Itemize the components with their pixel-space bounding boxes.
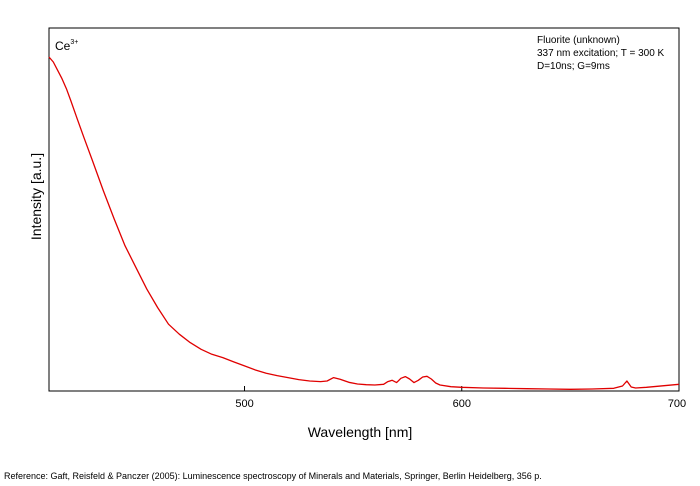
reference-citation: Reference: Gaft, Reisfeld & Panczer (200… <box>4 471 542 481</box>
x-tick-label-500: 500 <box>235 398 253 410</box>
annotation-line-3: D=10ns; G=9ms <box>537 61 610 72</box>
species-superscript: 3+ <box>70 39 78 46</box>
x-axis-label: Wavelength [nm] <box>308 424 413 440</box>
annotation-line-1: Fluorite (unknown) <box>537 35 620 46</box>
spectrum-line <box>48 56 680 390</box>
plot-frame <box>48 27 680 392</box>
x-axis-tick-labels: 500 600 700 <box>235 398 686 410</box>
y-axis-label: Intensity [a.u.] <box>28 153 44 240</box>
species-label: Ce3+ <box>55 39 78 53</box>
species-base: Ce <box>55 39 71 53</box>
spectrum-chart: 500 600 700 Ce3+ Fluorite (unknown) 337 nm … <box>28 27 686 440</box>
annotation-block: Fluorite (unknown) 337 nm excitation; T =… <box>537 35 665 72</box>
annotation-line-2: 337 nm excitation; T = 300 K <box>537 48 665 59</box>
x-tick-label-600: 600 <box>453 398 471 410</box>
x-tick-label-700: 700 <box>668 398 686 410</box>
